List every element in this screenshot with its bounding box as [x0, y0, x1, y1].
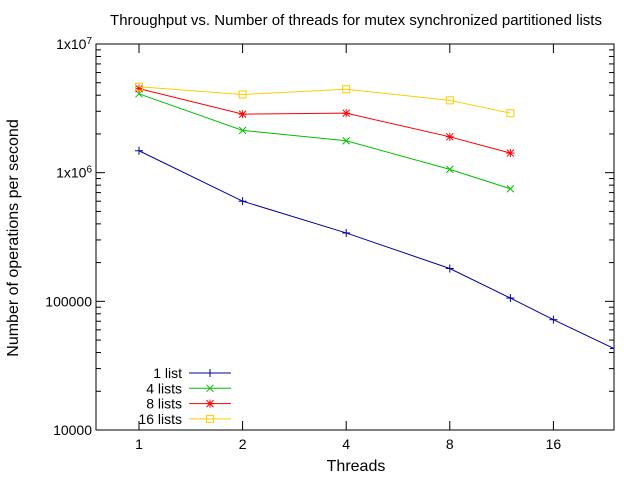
- data-point-1-list: [506, 294, 515, 303]
- y-axis-title: Number of operations per second: [5, 119, 22, 356]
- series-line-16-lists: [138, 86, 511, 114]
- legend-marker-1-list: [206, 369, 214, 377]
- data-point-16-lists: [134, 82, 143, 91]
- y-tick-label: 100000: [45, 293, 92, 309]
- data-point-8-lists: [506, 149, 515, 158]
- x-tick-label: 4: [342, 436, 350, 452]
- chart-title: Throughput vs. Number of threads for mut…: [110, 12, 602, 29]
- data-point-8-lists: [445, 132, 454, 141]
- data-point-4-lists: [506, 184, 515, 193]
- data-point-1-list: [445, 264, 454, 273]
- data-point-16-lists: [238, 90, 247, 99]
- data-point-1-list: [549, 315, 558, 324]
- x-tick-label: 2: [239, 436, 247, 452]
- data-point-8-lists: [134, 84, 143, 93]
- data-point-1-list: [342, 228, 351, 237]
- plot-frame: [95, 43, 615, 431]
- legend-marker-16-lists: [206, 414, 214, 423]
- data-point-16-lists: [506, 109, 515, 118]
- x-tick-label: 1: [135, 436, 143, 452]
- data-point-16-lists: [445, 96, 454, 105]
- plot-area: 10000 100000 1x106 1x107 1 2 4 8 16: [45, 36, 615, 452]
- data-point-1-list: [238, 197, 247, 206]
- data-point-4-lists: [238, 126, 247, 135]
- y-tick-label: 10000: [53, 422, 92, 438]
- y-tick-label: 1x106: [56, 164, 92, 181]
- series-layer: [134, 82, 614, 353]
- data-point-8-lists: [342, 109, 351, 118]
- data-point-16-lists: [342, 85, 351, 94]
- legend-label-8-lists: 8 lists: [146, 396, 182, 412]
- x-tick-label: 16: [546, 436, 562, 452]
- data-point-4-lists: [445, 165, 454, 174]
- data-point-4-lists: [342, 136, 351, 145]
- legend-marker-8-lists: [206, 399, 214, 408]
- legend-label-4-lists: 4 lists: [146, 380, 182, 396]
- legend-label-1-list: 1 list: [153, 365, 182, 381]
- data-point-1-list: [134, 146, 143, 155]
- y-tick-label: 1x107: [56, 36, 92, 53]
- x-axis-title: Threads: [327, 458, 386, 475]
- x-tick-label: 8: [446, 436, 454, 452]
- legend-marker-4-lists: [206, 384, 214, 393]
- data-point-8-lists: [238, 110, 247, 119]
- legend-label-16-lists: 16 lists: [138, 411, 182, 427]
- data-point-1-list: [610, 344, 614, 353]
